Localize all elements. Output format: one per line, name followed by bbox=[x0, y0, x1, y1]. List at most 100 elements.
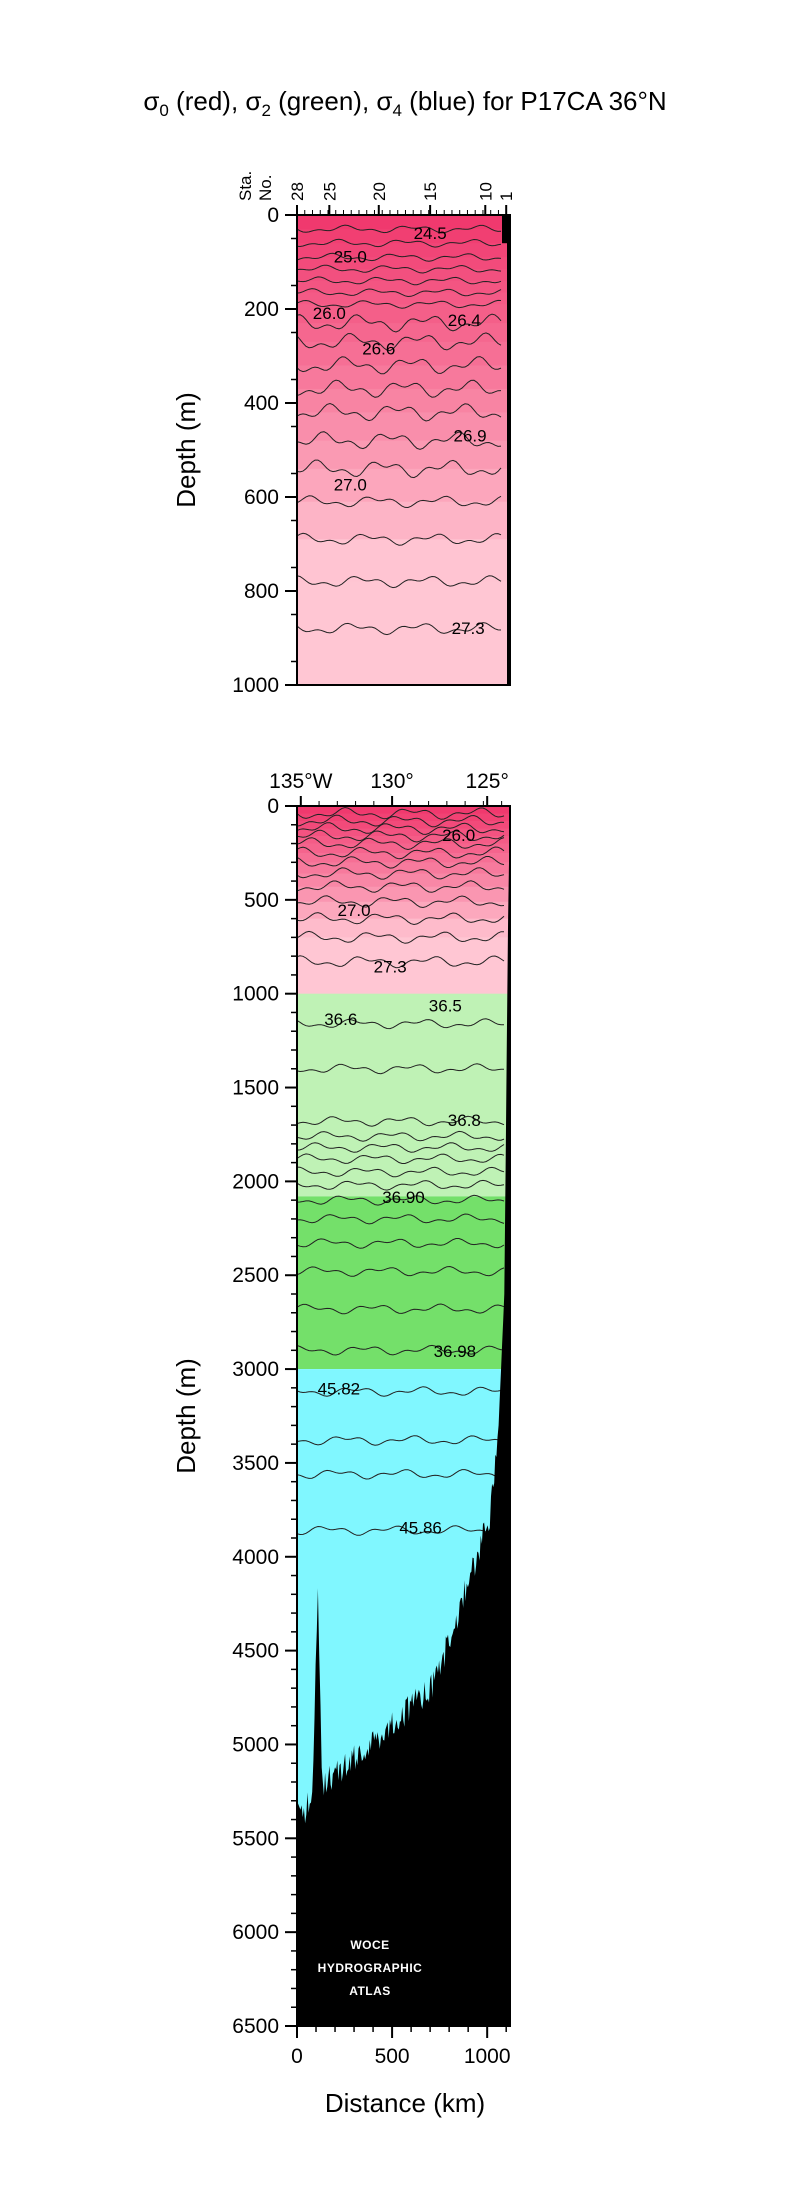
station-tick-label: 25 bbox=[320, 182, 339, 201]
longitude-tick-label: 125° bbox=[465, 770, 508, 793]
station-tick-label: 10 bbox=[476, 182, 495, 201]
upper-y-tick-label: 1000 bbox=[232, 674, 279, 697]
lower-sigma0-band bbox=[297, 806, 510, 815]
upper-band bbox=[297, 628, 510, 685]
lower-y-axis-title: Depth (m) bbox=[171, 1358, 201, 1474]
lower-sigma2-dark-band bbox=[297, 1196, 510, 1370]
lower-contour-line bbox=[297, 1018, 505, 1030]
upper-contour-label: 24.5 bbox=[414, 224, 447, 243]
upper-contour-line bbox=[297, 313, 502, 333]
lower-sigma0-band bbox=[297, 828, 510, 838]
lower-contour-line bbox=[297, 912, 505, 926]
woce-atlas-logo: WOCE HYDROGRAPHIC ATLAS bbox=[318, 1938, 423, 1998]
lower-y-tick-label: 2500 bbox=[232, 1264, 279, 1287]
lower-contour-label: 45.86 bbox=[399, 1518, 442, 1537]
upper-contour-line bbox=[297, 224, 502, 234]
x-tick-label: 500 bbox=[375, 2045, 410, 2068]
lower-sigma0-band bbox=[297, 901, 510, 920]
upper-contour-label: 27.3 bbox=[452, 619, 485, 638]
logo-text-line: WOCE bbox=[350, 1938, 389, 1952]
lower-contour-line bbox=[297, 837, 505, 851]
lower-contour-label: 27.3 bbox=[374, 957, 407, 976]
lower-y-tick-label: 1000 bbox=[232, 983, 279, 1006]
lower-contour-line bbox=[297, 1303, 505, 1315]
upper-contour-labels: 24.5 25.0 26.0 26.4 26.6 26.9 27.0 27.3 bbox=[313, 224, 487, 638]
lower-contour-line bbox=[297, 1130, 505, 1142]
lower-contour-line bbox=[297, 1265, 505, 1277]
upper-band bbox=[297, 215, 510, 231]
lower-sigma0-band bbox=[297, 862, 510, 875]
lower-y-tick-label: 500 bbox=[244, 889, 279, 912]
upper-band bbox=[297, 323, 510, 343]
lower-y-tick-label: 3500 bbox=[232, 1452, 279, 1475]
upper-contour-label: 26.6 bbox=[362, 339, 395, 358]
lower-contour-line bbox=[297, 1469, 505, 1480]
upper-slope-edge bbox=[507, 215, 510, 685]
logo-text-line: HYDROGRAPHIC bbox=[318, 1961, 423, 1975]
upper-y-axis-title: Depth (m) bbox=[171, 392, 201, 508]
station-axis-title: No. bbox=[256, 175, 275, 201]
lower-contour-line bbox=[297, 814, 505, 828]
lower-y-tick-label: 4000 bbox=[232, 1546, 279, 1569]
lower-contour-label: 36.5 bbox=[429, 997, 462, 1016]
logo-text-line: ATLAS bbox=[349, 1984, 391, 1998]
upper-contour-line bbox=[297, 252, 502, 262]
upper-contour-line bbox=[297, 575, 502, 589]
title-text: (green), bbox=[271, 86, 377, 116]
upper-contour-line bbox=[297, 299, 502, 309]
lower-y-tick-label: 2000 bbox=[232, 1170, 279, 1193]
lower-contour-line bbox=[297, 856, 505, 869]
lower-y-tick-label: 5500 bbox=[232, 1827, 279, 1850]
upper-band bbox=[297, 280, 510, 294]
lower-sigma0-band bbox=[297, 821, 510, 830]
lower-contour-label: 27.0 bbox=[338, 901, 371, 920]
lower-sigma0-band bbox=[297, 961, 510, 995]
lower-sigma0-band bbox=[297, 836, 510, 845]
lower-contour-line bbox=[297, 1525, 505, 1536]
title-sigma: σ bbox=[143, 86, 159, 116]
upper-coast-block bbox=[502, 215, 507, 244]
lower-contour-line bbox=[297, 1435, 505, 1446]
upper-y-tick-label: 600 bbox=[244, 486, 279, 509]
lower-contour-line bbox=[297, 1194, 505, 1206]
upper-band bbox=[297, 468, 510, 503]
upper-band bbox=[297, 581, 510, 630]
upper-contour-line bbox=[297, 379, 502, 398]
upper-contour-line bbox=[297, 402, 502, 422]
upper-contour-line bbox=[297, 459, 502, 479]
longitude-axis: 135°W 130° 125° bbox=[269, 770, 509, 806]
lower-contour-line bbox=[297, 846, 505, 860]
lower-y-tick-label: 1500 bbox=[232, 1077, 279, 1100]
station-axis: 28 25 20 15 10 1 Sta. No. bbox=[236, 171, 516, 215]
upper-contour-label: 26.0 bbox=[313, 304, 346, 323]
lower-y-tick-label: 0 bbox=[267, 795, 279, 818]
upper-band bbox=[297, 243, 510, 259]
station-tick-label: 20 bbox=[370, 182, 389, 201]
upper-contour-line bbox=[297, 431, 502, 450]
lower-contour-line bbox=[297, 1063, 505, 1075]
upper-band bbox=[297, 539, 510, 583]
lower-plot-frame bbox=[296, 805, 511, 2027]
upper-contour-line bbox=[297, 495, 502, 509]
lower-contour-label: 36.8 bbox=[448, 1111, 481, 1130]
lower-y-tick-label: 6000 bbox=[232, 1921, 279, 1944]
lower-sigma0-band bbox=[297, 843, 510, 854]
lower-contour-line bbox=[297, 1115, 505, 1127]
seafloor-fill bbox=[297, 806, 510, 2026]
lower-contour-line bbox=[297, 880, 505, 893]
upper-y-tick-label: 0 bbox=[267, 204, 279, 227]
lower-y-tick-label: 3000 bbox=[232, 1358, 279, 1381]
title-subscript: 4 bbox=[392, 101, 401, 120]
lower-contour-line bbox=[297, 930, 505, 944]
upper-y-tick-label: 200 bbox=[244, 298, 279, 321]
lower-contour-line bbox=[297, 829, 505, 843]
lower-contour-line bbox=[297, 1153, 505, 1164]
lower-contour-line bbox=[297, 895, 505, 909]
upper-y-tick-label: 800 bbox=[244, 580, 279, 603]
lower-contour-line bbox=[297, 867, 505, 880]
distance-axis: 0 500 1000 bbox=[291, 2026, 511, 2068]
upper-band bbox=[297, 341, 510, 367]
longitude-tick-label: 135°W bbox=[269, 770, 332, 793]
upper-contour-line bbox=[297, 532, 502, 546]
lower-contour-label: 36.6 bbox=[324, 1010, 357, 1029]
